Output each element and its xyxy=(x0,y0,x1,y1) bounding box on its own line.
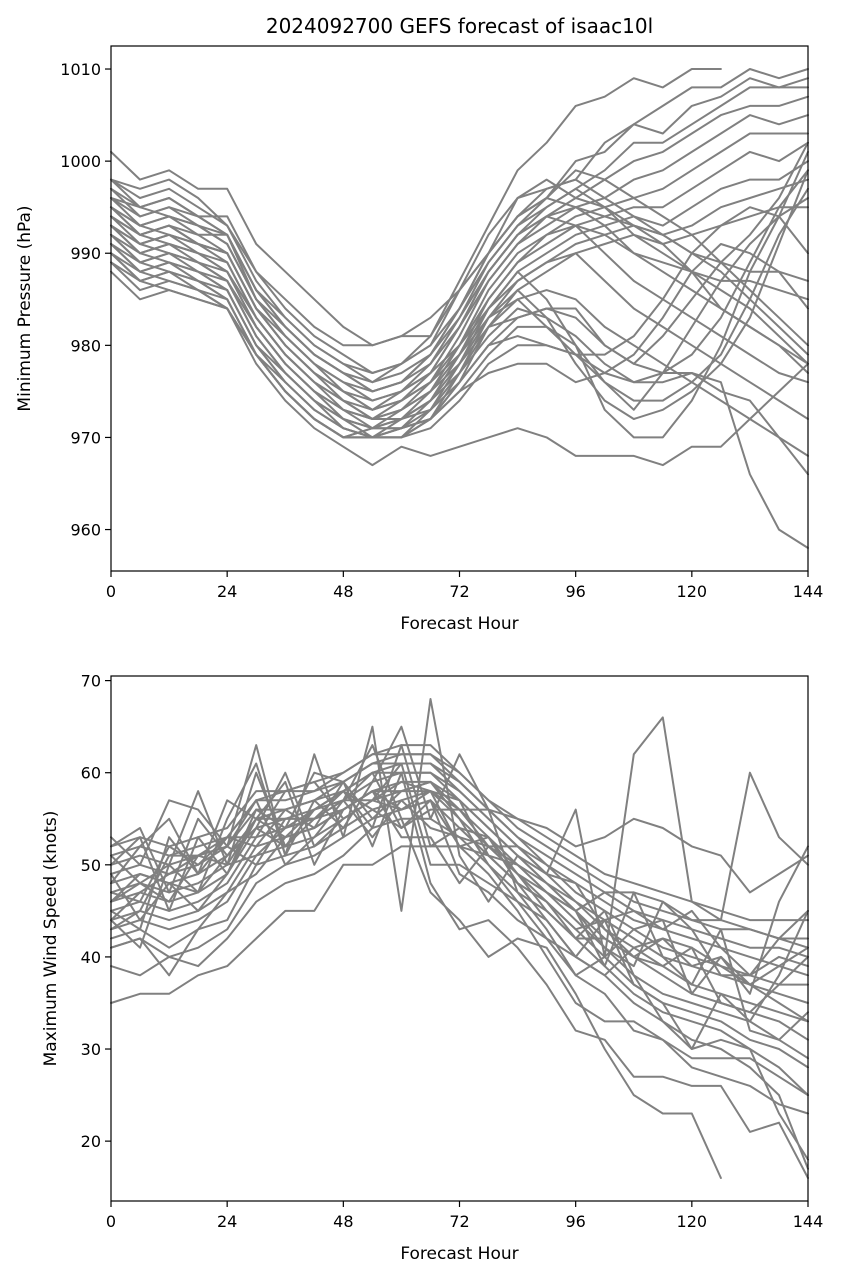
pressure-x-tick-label: 120 xyxy=(677,582,708,601)
wind-x-tick-label: 72 xyxy=(449,1212,469,1231)
pressure-member-line-24 xyxy=(110,169,809,420)
wind-member-line-16 xyxy=(110,725,809,995)
wind-y-tick-label: 50 xyxy=(81,856,101,875)
wind-x-axis-label: Forecast Hour xyxy=(400,1244,518,1264)
pressure-y-ticks: 960 970 980 990 1000 1010 xyxy=(60,60,111,540)
wind-member-line-17 xyxy=(110,771,809,1050)
pressure-x-tick-label: 144 xyxy=(793,582,824,601)
pressure-x-axis-label: Forecast Hour xyxy=(400,614,518,634)
pressure-member-line-30 xyxy=(110,197,809,393)
pressure-panel: 2024092700 GEFS forecast of isaac10l 0 24… xyxy=(15,14,823,634)
wind-member-line-19 xyxy=(110,780,809,977)
pressure-member-line-23 xyxy=(110,187,809,420)
pressure-x-tick-label: 72 xyxy=(449,582,469,601)
wind-y-tick-label: 70 xyxy=(81,672,101,691)
pressure-x-tick-label: 0 xyxy=(106,582,116,601)
pressure-x-tick-label: 24 xyxy=(217,582,237,601)
pressure-x-tick-label: 48 xyxy=(333,582,353,601)
wind-x-tick-label: 120 xyxy=(677,1212,708,1231)
pressure-member-line-0 xyxy=(110,68,722,347)
pressure-y-tick-label: 1010 xyxy=(60,60,101,79)
pressure-y-tick-label: 980 xyxy=(70,336,101,355)
wind-member-line-25 xyxy=(110,790,809,949)
wind-y-tick-label: 60 xyxy=(81,764,101,783)
wind-x-tick-label: 144 xyxy=(793,1212,824,1231)
pressure-member-line-31 xyxy=(110,215,809,402)
pressure-series-group xyxy=(110,68,809,549)
wind-x-ticks: 0 24 48 72 96 120 144 xyxy=(106,1201,823,1231)
wind-y-axis-label: Maximum Wind Speed (knots) xyxy=(41,811,61,1067)
pressure-x-ticks: 0 24 48 72 96 120 144 xyxy=(106,571,823,601)
wind-panel: 0 24 48 72 96 120 144 20 30 40 50 60 70 Forecast Ho… xyxy=(41,672,823,1264)
wind-x-tick-label: 96 xyxy=(565,1212,585,1231)
wind-series-group xyxy=(110,698,809,1179)
pressure-y-axis-label: Minimum Pressure (hPa) xyxy=(15,205,35,411)
pressure-y-tick-label: 990 xyxy=(70,244,101,263)
pressure-y-tick-label: 960 xyxy=(70,521,101,540)
wind-x-tick-label: 48 xyxy=(333,1212,353,1231)
wind-member-line-26 xyxy=(110,799,809,1023)
wind-y-tick-label: 40 xyxy=(81,948,101,967)
wind-member-line-24 xyxy=(110,790,809,922)
wind-y-tick-label: 20 xyxy=(81,1132,101,1151)
wind-x-tick-label: 24 xyxy=(217,1212,237,1231)
pressure-y-tick-label: 1000 xyxy=(60,152,101,171)
pressure-x-tick-label: 96 xyxy=(565,582,585,601)
wind-member-line-27 xyxy=(110,780,809,977)
pressure-member-line-25 xyxy=(110,141,809,430)
chart-title: 2024092700 GEFS forecast of isaac10l xyxy=(266,14,653,38)
wind-y-tick-label: 30 xyxy=(81,1040,101,1059)
wind-member-line-23 xyxy=(110,780,809,986)
pressure-y-tick-label: 970 xyxy=(70,428,101,447)
wind-y-ticks: 20 30 40 50 60 70 xyxy=(81,672,111,1151)
wind-x-tick-label: 0 xyxy=(106,1212,116,1231)
